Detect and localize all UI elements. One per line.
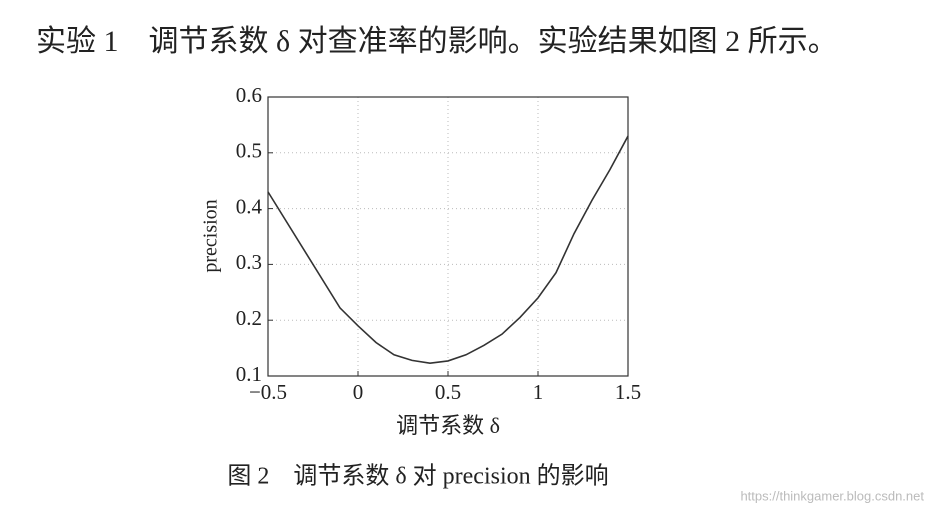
y-tick-label: 0.1 <box>236 362 262 386</box>
y-tick-label: 0.3 <box>236 250 262 274</box>
plot-frame <box>267 96 629 377</box>
body-text: 实验 1 调节系数 δ 对查准率的影响。实验结果如图 2 所示。 <box>36 25 838 58</box>
x-tick-label: 0 <box>353 380 364 404</box>
x-axis-label: 调节系数 δ <box>396 413 500 438</box>
y-tick-label: 0.6 <box>236 83 262 107</box>
x-tick-label: −0.5 <box>249 380 287 404</box>
x-tick-label: 0.5 <box>435 380 461 404</box>
y-axis-label: precision <box>200 199 222 272</box>
data-line <box>267 135 629 364</box>
y-tick-label: 0.5 <box>236 139 262 163</box>
x-tick-label: 1 <box>533 380 544 404</box>
y-tick-label: 0.4 <box>236 194 263 218</box>
watermark: https://thinkgamer.blog.csdn.net <box>740 488 924 503</box>
x-tick-label: 1.5 <box>615 380 641 404</box>
y-tick-label: 0.2 <box>236 306 262 330</box>
figure-caption: 图 2 调节系数 δ 对 precision 的影响 <box>227 463 608 490</box>
